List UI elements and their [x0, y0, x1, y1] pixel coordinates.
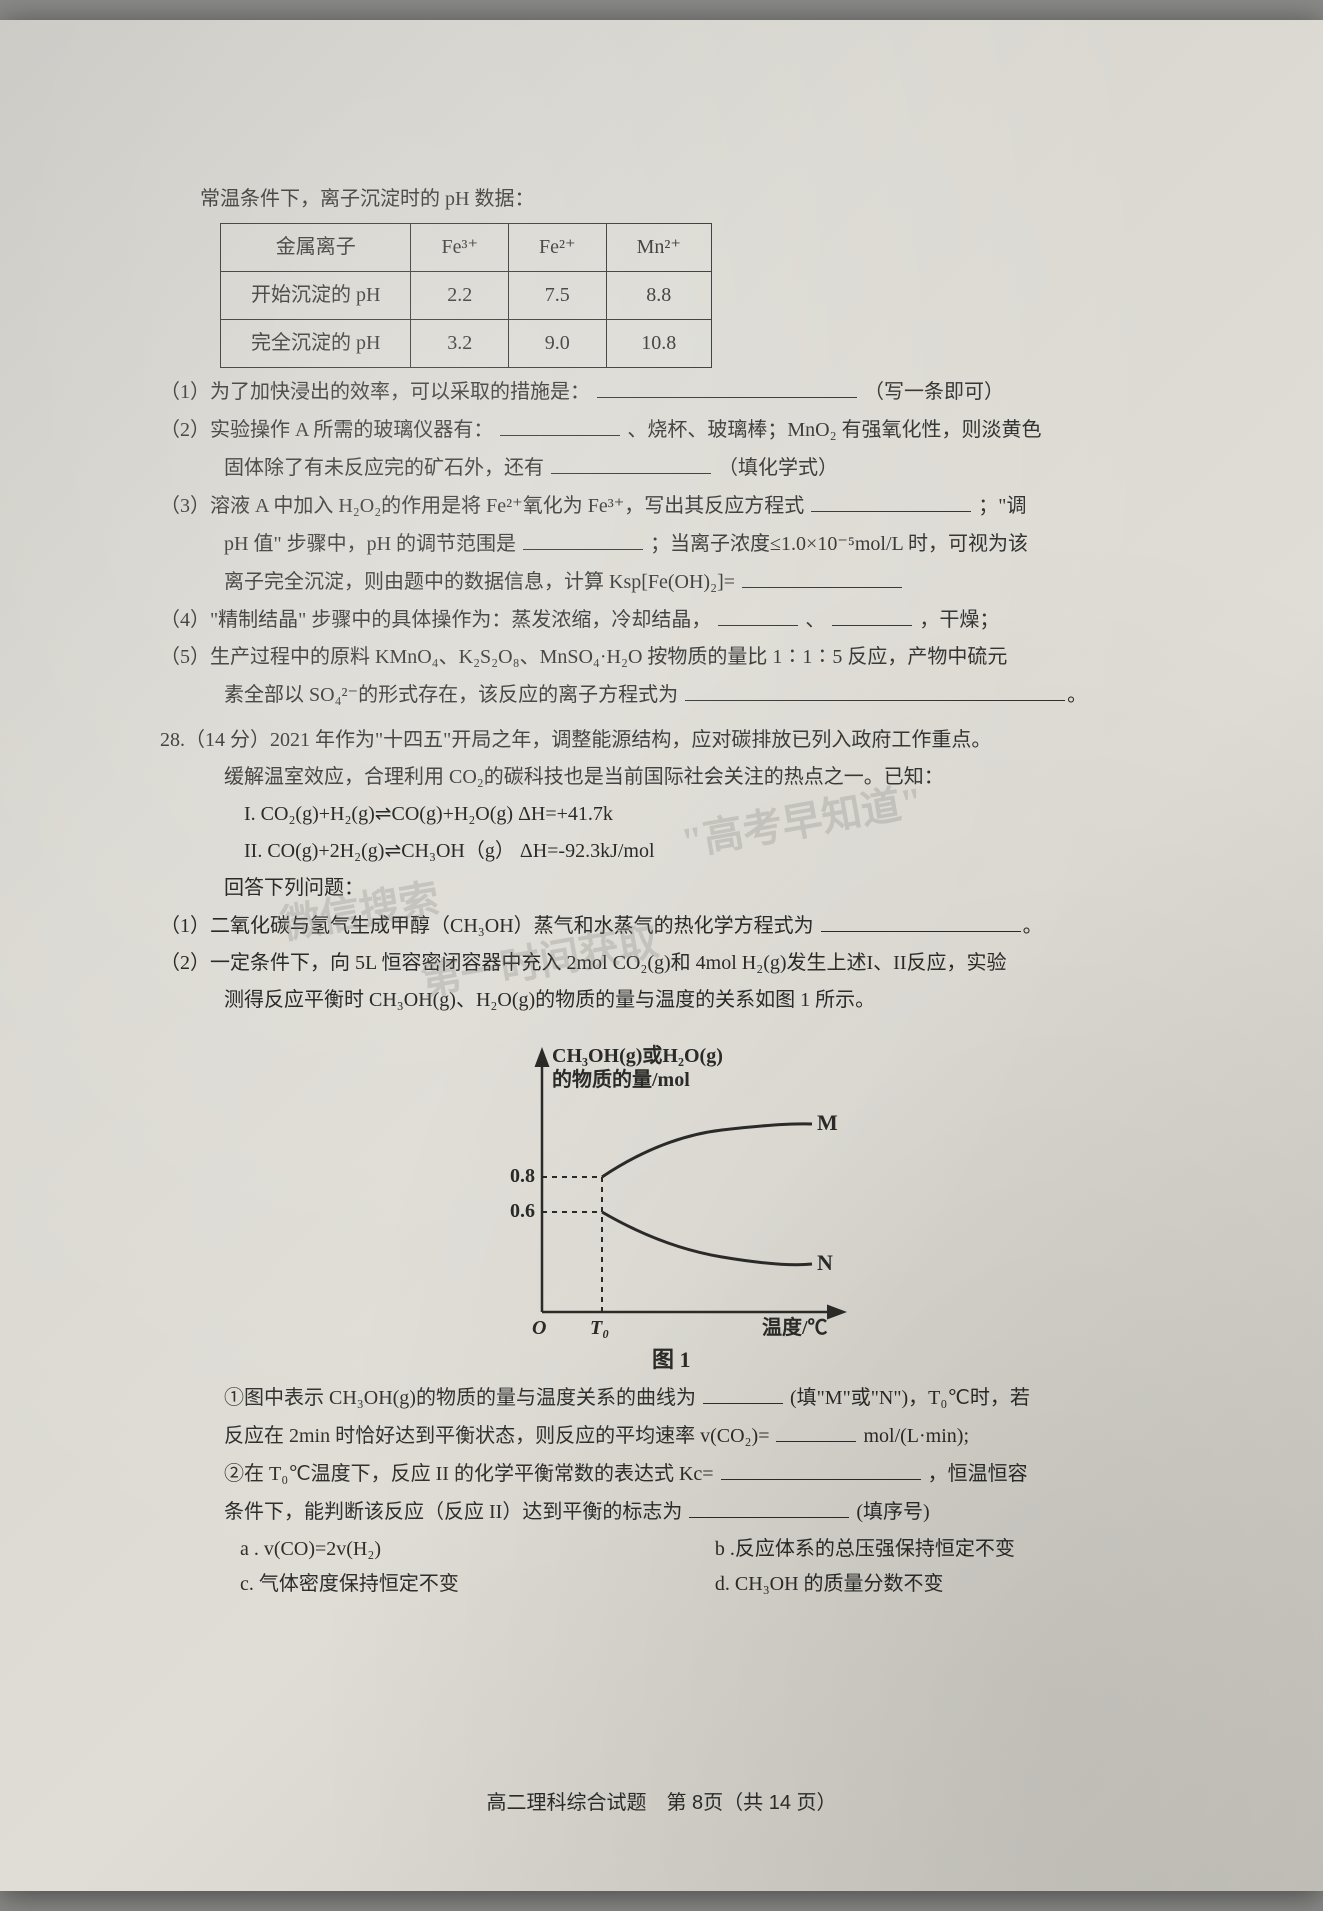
blank [551, 450, 711, 474]
q3-line3: 离子完全沉淀，则由题中的数据信息，计算 Ksp[Fe(OH)₂]= [160, 564, 1183, 600]
q3d: ；当离子浓度≤1.0×10⁻⁵mol/L 时，可视为该 [650, 533, 1028, 555]
q1-note: （写一条即可） [864, 381, 1004, 403]
q28-c2-line1: ②在 T₀℃温度下，反应 II 的化学平衡常数的表达式 Kc= ，恒温恒容 [160, 1456, 1183, 1492]
q28-1-text: （1）二氧化碳与氢气生成甲醇（CH₃OH）蒸气和水蒸气的热化学方程式为 [160, 915, 814, 937]
curve-label-M: M [817, 1110, 838, 1135]
q28-1: （1）二氧化碳与氢气生成甲醇（CH₃OH）蒸气和水蒸气的热化学方程式为 。 [160, 908, 1183, 944]
chart-svg: CH₃OH(g)或H₂O(g) 的物质的量/mol 0.8 0.6 O T₀ 温… [462, 1032, 882, 1372]
table-header-row: 金属离子 Fe³⁺ Fe²⁺ Mn²⁺ [221, 224, 712, 272]
cell: 完全沉淀的 pH [221, 320, 411, 368]
cell: 10.8 [606, 320, 711, 368]
q3c: pH 值" 步骤中，pH 的调节范围是 [224, 533, 516, 555]
blank [500, 412, 620, 436]
chart-ylabel1: CH₃OH(g)或H₂O(g) [552, 1043, 723, 1067]
q3a: （3）溶液 A 中加入 H₂O₂的作用是将 Fe²⁺氧化为 Fe³⁺，写出其反应… [160, 495, 804, 517]
col-fe3: Fe³⁺ [411, 224, 509, 272]
option-a: a . v(CO)=2v(H₂) [240, 1532, 655, 1567]
col-mn2: Mn²⁺ [606, 224, 711, 272]
chart-caption: 图 1 [652, 1347, 691, 1372]
q4b: 、 [805, 609, 825, 631]
q28c2d: (填序号) [856, 1501, 929, 1523]
q4c: ，干燥； [919, 609, 999, 631]
q2b: 、烧杯、玻璃棒；MnO₂ 有强氧化性，则淡黄色 [627, 419, 1041, 441]
q28c2a: ②在 T₀℃温度下，反应 II 的化学平衡常数的表达式 Kc= [224, 1463, 714, 1485]
q28c2c: 条件下，能判断该反应（反应 II）达到平衡的标志为 [224, 1501, 682, 1523]
table-row: 开始沉淀的 pH 2.2 7.5 8.8 [221, 272, 712, 320]
cell: 3.2 [411, 320, 509, 368]
q28-sub: 缓解温室效应，合理利用 CO₂的碳科技也是当前国际社会关注的热点之一。已知： [160, 760, 1183, 795]
xtick-t0: T₀ [590, 1317, 609, 1339]
ytick-08: 0.8 [510, 1165, 535, 1187]
q28c2b: ，恒温恒容 [928, 1463, 1028, 1485]
option-c: c. 气体密度保持恒定不变 [240, 1567, 655, 1602]
cell: 开始沉淀的 pH [221, 272, 411, 320]
q5-line2: 素全部以 SO₄²⁻的形式存在，该反应的离子方程式为 。 [160, 677, 1183, 713]
blank [811, 488, 971, 512]
q28-c2-line2: 条件下，能判断该反应（反应 II）达到平衡的标志为 (填序号) [160, 1494, 1183, 1530]
blank [832, 602, 912, 626]
blank [776, 1418, 856, 1442]
chart-figure-1: CH₃OH(g)或H₂O(g) 的物质的量/mol 0.8 0.6 O T₀ 温… [160, 1032, 1183, 1372]
options-block: a . v(CO)=2v(H₂) b .反应体系的总压强保持恒定不变 c. 气体… [160, 1532, 1183, 1602]
equation-II: II. CO(g)+2H₂(g)⇌CH₃OH（g） ΔH=-92.3kJ/mol [160, 834, 1183, 869]
blank [703, 1380, 783, 1404]
q4a: （4）"精制结晶" 步骤中的具体操作为：蒸发浓缩，冷却结晶， [160, 609, 711, 631]
q28-head: 28.（14 分）2021 年作为"十四五"开局之年，调整能源结构，应对碳排放已… [160, 723, 1183, 758]
q2-line1: （2）实验操作 A 所需的玻璃仪器有： 、烧杯、玻璃棒；MnO₂ 有强氧化性，则… [160, 412, 1183, 448]
q5b: 素全部以 SO₄²⁻的形式存在，该反应的离子方程式为 [224, 684, 678, 706]
table-row: 完全沉淀的 pH 3.2 9.0 10.8 [221, 320, 712, 368]
blank [742, 564, 902, 588]
q4-line: （4）"精制结晶" 步骤中的具体操作为：蒸发浓缩，冷却结晶， 、 ，干燥； [160, 602, 1183, 638]
cell: 2.2 [411, 272, 509, 320]
blank [685, 677, 1065, 701]
ph-table: 金属离子 Fe³⁺ Fe²⁺ Mn²⁺ 开始沉淀的 pH 2.2 7.5 8.8… [220, 223, 712, 368]
col-ion: 金属离子 [221, 224, 411, 272]
header-line: 常温条件下，离子沉淀时的 pH 数据： [160, 182, 1183, 217]
origin-label: O [532, 1317, 546, 1339]
q28c1b: (填"M"或"N")，T₀℃时，若 [790, 1387, 1030, 1409]
exam-page: 常温条件下，离子沉淀时的 pH 数据： 金属离子 Fe³⁺ Fe²⁺ Mn²⁺ … [0, 20, 1323, 1891]
q2c: 固体除了有未反应完的矿石外，还有 [224, 457, 544, 479]
q3-line2: pH 值" 步骤中，pH 的调节范围是 ；当离子浓度≤1.0×10⁻⁵mol/L… [160, 526, 1183, 562]
q28-2b: 测得反应平衡时 CH₃OH(g)、H₂O(g)的物质的量与温度的关系如图 1 所… [160, 983, 1183, 1018]
q2-line2: 固体除了有未反应完的矿石外，还有 （填化学式） [160, 450, 1183, 486]
q28c1c: 反应在 2min 时恰好达到平衡状态，则反应的平均速率 v(CO₂)= [224, 1425, 769, 1447]
q28c1a: ①图中表示 CH₃OH(g)的物质的量与温度关系的曲线为 [224, 1387, 696, 1409]
q5-line1: （5）生产过程中的原料 KMnO₄、K₂S₂O₈、MnSO₄·H₂O 按物质的量… [160, 640, 1183, 675]
option-b: b .反应体系的总压强保持恒定不变 [715, 1532, 1130, 1567]
blank [821, 908, 1021, 932]
answer-prompt: 回答下列问题： [160, 871, 1183, 906]
option-d: d. CH₃OH 的质量分数不变 [715, 1567, 1130, 1602]
ytick-06: 0.6 [510, 1200, 535, 1222]
cell: 7.5 [509, 272, 607, 320]
page-footer: 高二理科综合试题 第 8页（共 14 页） [0, 1786, 1323, 1821]
q1-text: （1）为了加快浸出的效率，可以采取的措施是： [160, 381, 590, 403]
col-fe2: Fe²⁺ [509, 224, 607, 272]
q3-line1: （3）溶液 A 中加入 H₂O₂的作用是将 Fe²⁺氧化为 Fe³⁺，写出其反应… [160, 488, 1183, 524]
curve-label-N: N [817, 1250, 833, 1275]
cell: 8.8 [606, 272, 711, 320]
blank [721, 1456, 921, 1480]
q28-c1-line2: 反应在 2min 时恰好达到平衡状态，则反应的平均速率 v(CO₂)= mol/… [160, 1418, 1183, 1454]
q3e: 离子完全沉淀，则由题中的数据信息，计算 Ksp[Fe(OH)₂]= [224, 571, 735, 593]
blank [523, 526, 643, 550]
q5a: （5）生产过程中的原料 KMnO₄、K₂S₂O₈、MnSO₄·H₂O 按物质的量… [160, 646, 1007, 668]
q28-2a: （2）一定条件下，向 5L 恒容密闭容器中充入 2mol CO₂(g)和 4mo… [160, 946, 1183, 981]
q28-c1-line1: ①图中表示 CH₃OH(g)的物质的量与温度关系的曲线为 (填"M"或"N")，… [160, 1380, 1183, 1416]
blank [718, 602, 798, 626]
blank [597, 374, 857, 398]
q28c1d: mol/(L·min); [863, 1425, 969, 1447]
q1-line: （1）为了加快浸出的效率，可以采取的措施是： （写一条即可） [160, 374, 1183, 410]
cell: 9.0 [509, 320, 607, 368]
equation-I: I. CO₂(g)+H₂(g)⇌CO(g)+H₂O(g) ΔH=+41.7k [160, 797, 1183, 832]
xlabel: 温度/℃ [762, 1315, 828, 1339]
q2a: （2）实验操作 A 所需的玻璃仪器有： [160, 419, 493, 441]
q2d: （填化学式） [718, 457, 838, 479]
chart-ylabel2: 的物质的量/mol [552, 1067, 690, 1091]
blank [689, 1494, 849, 1518]
q3b: ；"调 [978, 495, 1026, 517]
